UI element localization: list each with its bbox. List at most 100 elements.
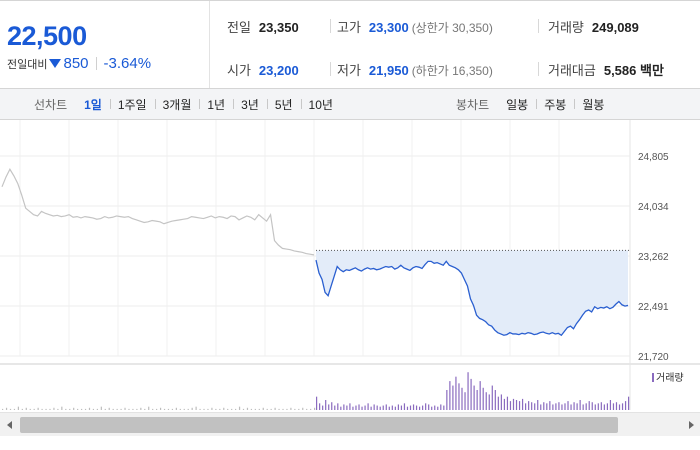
volume-bar-today bbox=[422, 405, 424, 410]
volume-bar-today bbox=[473, 385, 475, 410]
volume-bar-prev bbox=[175, 407, 177, 410]
volume-bar-today bbox=[624, 401, 627, 410]
candle-monthly[interactable]: 월봉 bbox=[574, 96, 612, 113]
stat-volume: 거래량 249,089 bbox=[548, 17, 639, 36]
volume-bar-today bbox=[352, 406, 354, 410]
line-chart-periods: 선차트 1일 1주일 3개월 1년 3년 5년 10년 bbox=[34, 89, 341, 120]
stat-low: 저가 21,950 (하한가 16,350) bbox=[337, 60, 493, 79]
volume-bar-today bbox=[325, 400, 327, 410]
volume-bar-today bbox=[585, 403, 587, 410]
volume-bar-today bbox=[440, 404, 442, 410]
volume-bar-today bbox=[382, 405, 384, 410]
stat-value: 5,586 백만 bbox=[603, 63, 664, 78]
change-value: 850 bbox=[63, 55, 89, 72]
volume-bar-prev bbox=[92, 408, 95, 410]
stat-value: 23,350 bbox=[258, 20, 299, 35]
volume-bar-prev bbox=[17, 406, 19, 410]
volume-bar-today bbox=[525, 403, 527, 410]
period-1d[interactable]: 1일 bbox=[84, 98, 102, 112]
volume-bar-today bbox=[570, 404, 572, 410]
candle-weekly[interactable]: 주봉 bbox=[536, 96, 574, 113]
volume-bar-today bbox=[458, 383, 460, 410]
volume-bar-today bbox=[564, 403, 566, 410]
volume-bar-prev bbox=[179, 408, 181, 410]
volume-bar-today bbox=[531, 402, 533, 410]
volume-bar-today bbox=[479, 381, 481, 410]
chart-scrollbar[interactable] bbox=[0, 412, 700, 436]
volume-bar-prev bbox=[227, 408, 229, 410]
volume-bar-today bbox=[319, 403, 321, 410]
volume-bar-prev bbox=[61, 406, 63, 410]
period-10y[interactable]: 10년 bbox=[300, 96, 341, 113]
volume-bar-today bbox=[600, 402, 602, 410]
y-tick-label: 21,720 bbox=[638, 352, 669, 363]
scroll-left-button[interactable] bbox=[0, 413, 18, 437]
stat-value: 23,200 bbox=[258, 63, 299, 78]
price-chart-svg: 24,805 24,034 23,262 22,491 21,720 거래량 bbox=[0, 120, 700, 410]
volume-bar-today bbox=[343, 404, 345, 410]
volume-bar-prev bbox=[124, 407, 126, 410]
volume-bar-today bbox=[512, 398, 515, 410]
volume-bar-prev bbox=[148, 406, 150, 410]
stat-high: 고가 23,300 (상한가 30,350) bbox=[337, 17, 493, 36]
volume-bar-today bbox=[379, 406, 381, 410]
volume-bar-prev bbox=[21, 408, 23, 410]
volume-bar-prev bbox=[171, 408, 174, 410]
volume-bar-today bbox=[549, 401, 551, 410]
volume-bar-today bbox=[428, 404, 430, 410]
volume-bar-prev bbox=[302, 407, 304, 410]
volume-bar-today bbox=[552, 404, 554, 410]
volume-bar-prev bbox=[37, 407, 39, 410]
volume-bar-today bbox=[346, 405, 348, 410]
period-1w[interactable]: 1주일 bbox=[109, 96, 155, 113]
divider bbox=[538, 19, 539, 33]
volume-bar-prev bbox=[144, 408, 146, 410]
candle-chart-title: 봉차트 bbox=[456, 98, 490, 112]
volume-bar-today bbox=[467, 372, 469, 410]
volume-bar-today bbox=[582, 404, 584, 410]
volume-bar-prev bbox=[96, 408, 98, 410]
volume-bar-today bbox=[509, 401, 512, 410]
volume-bar-today bbox=[628, 396, 630, 410]
volume-bar-today bbox=[452, 385, 454, 410]
volume-bar-today bbox=[388, 406, 390, 410]
volume-bar-today bbox=[373, 404, 375, 410]
volume-bar-today bbox=[594, 404, 596, 410]
candle-daily[interactable]: 일봉 bbox=[506, 98, 529, 112]
volume-bar-today bbox=[331, 402, 333, 410]
period-5y[interactable]: 5년 bbox=[266, 96, 301, 113]
scroll-thumb[interactable] bbox=[20, 417, 618, 433]
volume-bar-today bbox=[515, 400, 518, 410]
period-1y[interactable]: 1년 bbox=[199, 96, 233, 113]
stat-value: 249,089 bbox=[591, 20, 639, 35]
period-3y[interactable]: 3년 bbox=[233, 96, 267, 113]
volume-bar-prev bbox=[77, 408, 79, 410]
volume-bar-prev bbox=[195, 406, 197, 410]
volume-bar-prev bbox=[84, 408, 87, 410]
stat-turnover: 거래대금 5,586 백만 bbox=[548, 60, 664, 79]
volume-bar-prev bbox=[306, 408, 308, 410]
volume-bar-today bbox=[400, 405, 403, 410]
divider bbox=[330, 62, 331, 76]
volume-bar-prev bbox=[294, 408, 296, 410]
volume-bar-prev bbox=[163, 408, 166, 410]
volume-bar-prev bbox=[286, 408, 288, 410]
volume-bar-today bbox=[409, 405, 412, 410]
volume-bar-today bbox=[412, 404, 415, 410]
volume-bar-today bbox=[561, 404, 563, 410]
volume-bar-prev bbox=[73, 407, 75, 410]
stat-label: 전일 bbox=[227, 20, 251, 35]
scroll-right-button[interactable] bbox=[682, 413, 700, 437]
volume-bar-prev bbox=[270, 408, 272, 410]
volume-bar-today bbox=[322, 405, 324, 410]
volume-bar-today bbox=[349, 403, 351, 410]
volume-bar-today bbox=[470, 378, 472, 410]
volume-bar-today bbox=[591, 402, 593, 410]
volume-bar-prev bbox=[250, 408, 253, 410]
period-3m[interactable]: 3개월 bbox=[154, 96, 200, 113]
volume-bar-today bbox=[328, 404, 330, 410]
volume-bar-today bbox=[355, 405, 357, 410]
volume-bar-today bbox=[391, 405, 393, 410]
lower-limit: (하한가 16,350) bbox=[411, 64, 493, 78]
volume-bar-today bbox=[488, 394, 490, 410]
